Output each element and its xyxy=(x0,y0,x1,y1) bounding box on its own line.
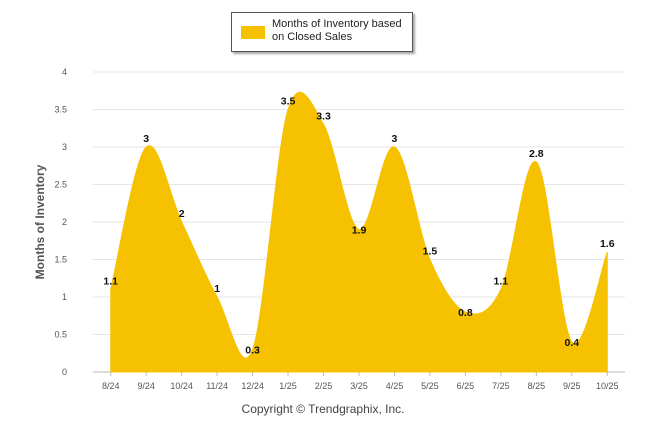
x-axis-ticks: 8/24 9/24 10/24 11/24 12/24 1/25 2/25 3/25 4/25 5… xyxy=(102,372,619,391)
y-tick-label: 3 xyxy=(62,142,67,152)
y-tick-label: 2.5 xyxy=(54,180,67,190)
data-label: 2 xyxy=(179,208,185,220)
y-tick-label: 0.5 xyxy=(54,330,67,340)
x-tick-label: 1/25 xyxy=(279,381,297,391)
x-tick-label: 3/25 xyxy=(350,381,368,391)
data-label: 0.4 xyxy=(564,337,579,349)
x-tick-label: 4/25 xyxy=(386,381,404,391)
data-label: 0.3 xyxy=(245,345,260,357)
x-tick-label: 10/25 xyxy=(596,381,619,391)
y-tick-label: 0 xyxy=(62,367,67,377)
x-tick-label: 9/25 xyxy=(563,381,581,391)
x-tick-label: 8/25 xyxy=(528,381,546,391)
legend-series-name: Months of Inventory based on Closed Sale… xyxy=(272,18,402,43)
data-label: 2.8 xyxy=(529,148,544,160)
data-label: 3 xyxy=(143,133,149,145)
data-label: 1.6 xyxy=(600,238,615,250)
y-axis-ticks: 0 0.5 1 1.5 2 2.5 3 3.5 4 xyxy=(54,67,67,377)
data-label: 1 xyxy=(214,283,220,295)
y-tick-label: 1.5 xyxy=(54,255,67,265)
x-tick-label: 5/25 xyxy=(421,381,439,391)
x-tick-label: 2/25 xyxy=(315,381,333,391)
legend-swatch xyxy=(241,26,265,39)
x-tick-label: 12/24 xyxy=(241,381,264,391)
x-tick-label: 6/25 xyxy=(457,381,475,391)
x-tick-label: 8/24 xyxy=(102,381,120,391)
legend[interactable]: Months of Inventory based on Closed Sale… xyxy=(231,12,413,52)
y-tick-label: 2 xyxy=(62,217,67,227)
y-tick-label: 3.5 xyxy=(54,105,67,115)
x-tick-label: 11/24 xyxy=(206,381,228,391)
y-tick-label: 4 xyxy=(62,67,67,77)
data-label: 3.5 xyxy=(281,96,296,108)
data-labels: 1.1 3 2 1 0.3 3.5 3.3 1.9 3 1.5 0.8 1.1 2.8 0.4 1.6 xyxy=(103,96,614,357)
data-label: 1.1 xyxy=(494,276,509,288)
x-tick-label: 10/24 xyxy=(170,381,193,391)
data-label: 3.3 xyxy=(316,111,331,123)
data-label: 1.1 xyxy=(103,276,118,288)
data-label: 3 xyxy=(392,133,398,145)
data-label: 0.8 xyxy=(458,307,473,319)
data-label: 1.9 xyxy=(352,225,367,237)
y-tick-label: 1 xyxy=(62,292,67,302)
data-label: 1.5 xyxy=(423,246,438,258)
x-tick-label: 7/25 xyxy=(492,381,510,391)
copyright-footer: Copyright © Trendgraphix, Inc. xyxy=(241,402,405,416)
y-axis-title: Months of Inventory xyxy=(33,164,47,280)
x-tick-label: 9/24 xyxy=(137,381,155,391)
series-area xyxy=(110,91,608,373)
series-area-path[interactable] xyxy=(110,91,608,373)
